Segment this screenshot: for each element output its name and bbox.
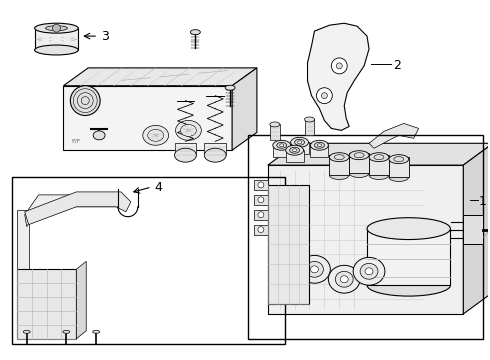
Bar [305, 120, 315, 135]
Text: 1: 1 [478, 195, 486, 208]
Ellipse shape [329, 153, 349, 162]
Bar [311, 145, 328, 157]
Ellipse shape [298, 255, 330, 283]
Ellipse shape [389, 172, 409, 181]
Ellipse shape [286, 145, 303, 155]
Ellipse shape [369, 153, 389, 162]
Ellipse shape [270, 122, 280, 127]
Bar [273, 145, 291, 157]
Polygon shape [232, 68, 257, 150]
Ellipse shape [311, 266, 319, 273]
Ellipse shape [204, 148, 226, 162]
Ellipse shape [23, 330, 30, 333]
Polygon shape [17, 210, 29, 269]
Ellipse shape [318, 144, 321, 147]
Ellipse shape [329, 171, 349, 180]
Circle shape [336, 63, 342, 69]
Ellipse shape [349, 168, 369, 177]
Ellipse shape [369, 171, 389, 180]
Bar [349, 153, 369, 173]
Ellipse shape [306, 261, 323, 277]
Polygon shape [63, 68, 257, 86]
Ellipse shape [365, 268, 373, 275]
Bar [268, 185, 310, 304]
Circle shape [321, 93, 327, 99]
Polygon shape [464, 143, 490, 314]
Text: 2: 2 [393, 59, 401, 72]
Ellipse shape [273, 140, 291, 150]
Bar [367, 229, 450, 285]
Bar [464, 215, 483, 244]
Ellipse shape [35, 23, 78, 33]
Bar [389, 157, 409, 177]
Ellipse shape [148, 129, 164, 141]
Ellipse shape [35, 45, 78, 55]
Bar [254, 225, 268, 235]
Bar [17, 269, 76, 339]
Text: F/F: F/F [72, 138, 81, 143]
Ellipse shape [294, 139, 305, 145]
Polygon shape [24, 192, 131, 225]
Bar [270, 125, 280, 140]
Ellipse shape [367, 274, 450, 296]
Ellipse shape [297, 141, 301, 144]
Bar [254, 180, 268, 190]
Polygon shape [76, 261, 86, 339]
Circle shape [317, 88, 332, 104]
Ellipse shape [360, 264, 378, 279]
Ellipse shape [258, 227, 264, 233]
Text: 3: 3 [101, 30, 109, 43]
Bar [174, 143, 196, 155]
Ellipse shape [305, 117, 315, 122]
Circle shape [52, 24, 60, 32]
Ellipse shape [258, 212, 264, 218]
Bar [369, 155, 389, 175]
Ellipse shape [280, 144, 284, 147]
Ellipse shape [93, 330, 99, 333]
Ellipse shape [290, 147, 299, 153]
Bar [254, 195, 268, 205]
Ellipse shape [143, 125, 169, 145]
Bar [329, 155, 349, 175]
Circle shape [331, 58, 347, 74]
Ellipse shape [349, 151, 369, 159]
Ellipse shape [258, 197, 264, 203]
Ellipse shape [328, 265, 360, 293]
Polygon shape [369, 123, 418, 148]
Text: 4: 4 [155, 181, 163, 194]
Ellipse shape [353, 257, 385, 285]
Ellipse shape [174, 148, 196, 162]
Bar [291, 142, 309, 154]
Ellipse shape [293, 149, 296, 152]
Ellipse shape [340, 276, 348, 283]
Ellipse shape [71, 86, 100, 116]
Ellipse shape [191, 30, 200, 35]
Ellipse shape [46, 26, 68, 31]
Ellipse shape [311, 140, 328, 150]
Polygon shape [268, 143, 490, 165]
Ellipse shape [180, 125, 196, 136]
Bar [204, 143, 226, 155]
Bar [286, 150, 303, 162]
Ellipse shape [291, 137, 309, 147]
Ellipse shape [367, 218, 450, 239]
Bar [248, 135, 483, 339]
Ellipse shape [258, 182, 264, 188]
Ellipse shape [93, 131, 105, 140]
Ellipse shape [335, 271, 353, 287]
Ellipse shape [175, 121, 201, 140]
Ellipse shape [225, 85, 235, 90]
Ellipse shape [277, 142, 287, 148]
Ellipse shape [63, 330, 70, 333]
Polygon shape [308, 23, 369, 130]
Polygon shape [268, 165, 464, 314]
Bar [35, 28, 78, 50]
Polygon shape [63, 86, 232, 150]
Ellipse shape [389, 155, 409, 164]
Ellipse shape [315, 142, 324, 148]
Bar [12, 177, 285, 344]
Polygon shape [24, 195, 121, 227]
Bar [254, 210, 268, 220]
